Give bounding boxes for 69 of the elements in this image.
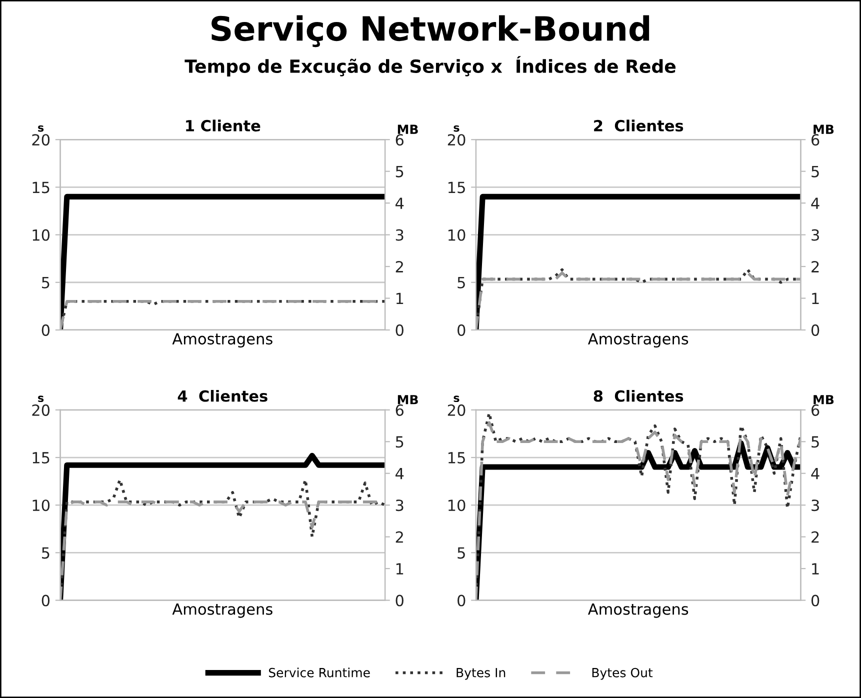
y-tick-label: 20 <box>32 404 50 416</box>
y2-tick-label: 5 <box>396 166 404 178</box>
y-tick-label: 10 <box>448 229 466 241</box>
y2-axis-title: MB <box>814 124 834 134</box>
y-tick-label: 5 <box>42 277 50 288</box>
y2-tick-label: 6 <box>812 404 820 416</box>
y-tick-label: 5 <box>458 547 465 559</box>
chart-title: 2 Clientes <box>594 120 684 132</box>
y2-tick-label: 4 <box>396 198 404 209</box>
y2-tick-label: 3 <box>812 229 819 241</box>
legend-label: Bytes In <box>456 668 506 680</box>
chart-title: 8 Clientes <box>594 390 684 402</box>
x-axis-title: Amostragens <box>172 604 272 618</box>
y2-tick-label: 3 <box>396 229 404 241</box>
y-axis-title: s <box>454 125 460 132</box>
x-axis-title: Amostragens <box>588 333 688 348</box>
y2-tick-label: 6 <box>396 134 404 146</box>
y-tick-label: 0 <box>42 594 50 606</box>
y2-tick-label: 4 <box>811 198 820 209</box>
y2-tick-label: 0 <box>811 594 820 606</box>
y2-tick-label: 5 <box>812 166 819 178</box>
y2-tick-label: 1 <box>812 563 819 574</box>
y-tick-label: 5 <box>458 277 465 288</box>
text: Serviço Network-Bound <box>212 15 650 48</box>
y2-tick-label: 0 <box>396 594 404 606</box>
y2-tick-label: 5 <box>812 436 819 448</box>
y2-tick-label: 2 <box>812 531 819 543</box>
y2-tick-label: 6 <box>812 134 820 146</box>
y-tick-label: 15 <box>32 182 50 194</box>
x-axis-title: Amostragens <box>588 604 688 618</box>
y-tick-label: 10 <box>448 500 466 512</box>
y-tick-label: 0 <box>458 594 466 606</box>
y2-axis-title: MB <box>398 124 418 134</box>
y2-tick-label: 2 <box>812 260 819 272</box>
y2-tick-label: 6 <box>396 404 404 416</box>
y2-tick-label: 4 <box>396 468 404 480</box>
y-tick-label: 20 <box>448 404 466 416</box>
y-tick-label: 15 <box>448 452 465 464</box>
y-tick-label: 10 <box>32 229 50 241</box>
y2-tick-label: 1 <box>396 563 404 574</box>
legend-label: Service Runtime <box>268 668 370 678</box>
y2-tick-label: 1 <box>396 292 404 304</box>
y2-tick-label: 3 <box>812 500 819 512</box>
y2-axis-title: MB <box>398 395 418 404</box>
y-tick-label: 20 <box>448 134 466 146</box>
chart-title: 1 Cliente <box>186 120 260 132</box>
y-tick-label: 20 <box>32 134 50 146</box>
y-tick-label: 0 <box>458 324 466 336</box>
y-tick-label: 15 <box>32 452 50 464</box>
y-axis-title: s <box>38 396 44 402</box>
y2-tick-label: 4 <box>811 468 820 480</box>
y-axis-title: s <box>38 125 44 132</box>
y2-tick-label: 3 <box>396 500 404 512</box>
legend-label: Bytes Out <box>592 668 653 680</box>
chart-title: 4 Clientes <box>178 390 268 402</box>
y2-tick-label: 2 <box>396 260 403 272</box>
x-axis-title: Amostragens <box>172 333 272 348</box>
y2-axis-title: MB <box>814 395 834 404</box>
text: Tempo de Excução de Serviço x Índices de Rede <box>184 56 676 77</box>
y-tick-label: 0 <box>42 324 50 336</box>
y2-tick-label: 0 <box>396 324 404 336</box>
y2-tick-label: 2 <box>396 531 403 543</box>
y-tick-label: 10 <box>32 500 50 512</box>
y-axis-title: s <box>454 396 460 402</box>
y-tick-label: 15 <box>448 182 465 194</box>
y2-tick-label: 5 <box>396 436 404 448</box>
y-tick-label: 5 <box>42 547 50 559</box>
y2-tick-label: 0 <box>811 324 820 336</box>
y2-tick-label: 1 <box>812 292 819 304</box>
